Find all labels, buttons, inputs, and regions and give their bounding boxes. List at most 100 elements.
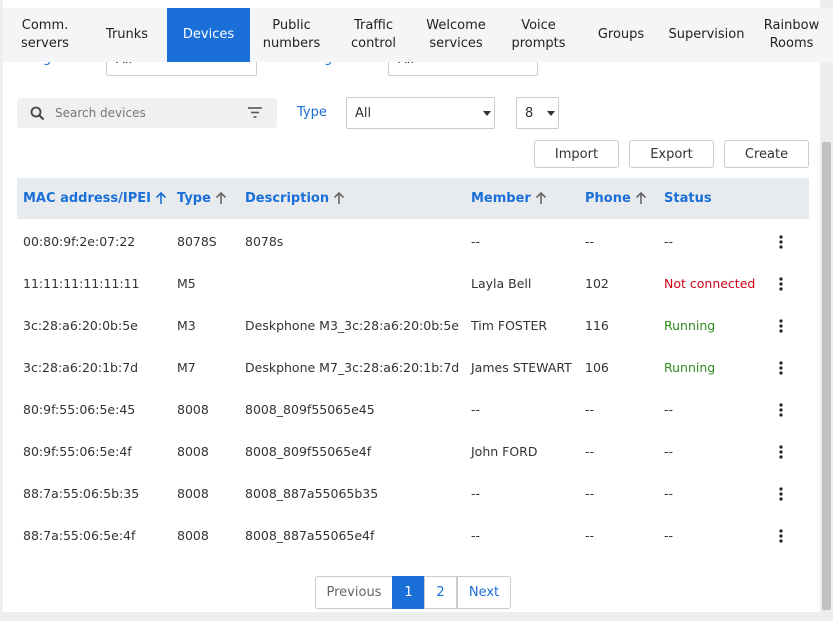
- cell: --: [664, 401, 674, 417]
- page-button[interactable]: 2: [424, 576, 457, 609]
- cell: --: [664, 233, 674, 249]
- cell: 8008: [177, 485, 209, 501]
- next-button[interactable]: Next: [457, 576, 511, 609]
- sort-icon: [635, 192, 646, 204]
- cell: --: [585, 401, 595, 417]
- button[interactable]: Create: [724, 140, 809, 168]
- previous-button[interactable]: Previous: [315, 576, 393, 609]
- row-menu[interactable]: [778, 402, 784, 417]
- cell: 8008: [177, 527, 209, 543]
- cell: James STEWART: [471, 359, 572, 375]
- cell: --: [664, 527, 674, 543]
- type-select[interactable]: All: [346, 97, 495, 129]
- caret: [483, 111, 491, 116]
- cell: Deskphone M7_3c:28:a6:20:1b:7d: [245, 359, 460, 375]
- type-label: Type: [297, 105, 327, 120]
- search-box[interactable]: Search devices: [17, 98, 277, 128]
- cell: 3c:28:a6:20:1b:7d: [23, 359, 139, 375]
- cell: 88:7a:55:06:5b:35: [23, 485, 140, 501]
- header-label: Member: [471, 191, 531, 206]
- row-menu[interactable]: [778, 528, 784, 543]
- tab[interactable]: Supervision: [668, 27, 745, 42]
- cell: Not connected: [664, 275, 756, 291]
- column-header[interactable]: Member: [471, 178, 547, 219]
- cell: Deskphone M3_3c:28:a6:20:0b:5e: [245, 317, 459, 333]
- filter-icon[interactable]: [248, 107, 262, 119]
- tab[interactable]: Rainbow Rooms: [763, 18, 820, 51]
- tab-bar: Comm. servers Trunks Devices Public numbers…: [3, 8, 833, 62]
- sort-icon: [334, 192, 345, 204]
- cell: 80:9f:55:06:5e:45: [23, 401, 136, 417]
- sort-icon: [535, 192, 546, 204]
- cell: 80:9f:55:06:5e:4f: [23, 443, 132, 459]
- cell: 8008_887a55065e4f: [245, 527, 375, 543]
- row-menu[interactable]: [778, 234, 784, 249]
- column-header[interactable]: Status: [664, 178, 712, 219]
- tab[interactable]: Welcome services: [426, 18, 486, 51]
- header-label: Phone: [585, 191, 631, 206]
- row-menu[interactable]: [778, 486, 784, 501]
- tab[interactable]: Traffic control: [350, 18, 397, 51]
- tab[interactable]: Groups: [597, 27, 645, 42]
- cell: Running: [664, 317, 716, 333]
- row-menu[interactable]: [778, 444, 784, 459]
- cell: 106: [585, 359, 609, 375]
- cell: 8008_809f55065e45: [245, 401, 375, 417]
- header-label: Status: [664, 191, 712, 206]
- row-menu[interactable]: [778, 318, 784, 333]
- tab[interactable]: Trunks: [105, 27, 149, 42]
- page-size-value: 8: [525, 105, 534, 121]
- cell: --: [585, 527, 595, 543]
- search-placeholder: Search devices: [55, 106, 146, 120]
- cell: --: [471, 401, 481, 417]
- sort-icon: [155, 192, 167, 204]
- cell: 00:80:9f:2e:07:22: [23, 233, 136, 249]
- cell: 8078S: [177, 233, 217, 249]
- button[interactable]: Import: [534, 140, 619, 168]
- cell: M3: [177, 317, 196, 333]
- cell: --: [664, 485, 674, 501]
- cell: 102: [585, 275, 609, 291]
- cell: 11:11:11:11:11:11: [23, 275, 140, 291]
- cell: 8008_809f55065e4f: [245, 443, 372, 459]
- row-menu[interactable]: [778, 360, 784, 375]
- cell: M7: [177, 359, 196, 375]
- caret: [547, 111, 555, 116]
- cell: --: [471, 233, 481, 249]
- column-header[interactable]: Type: [177, 178, 227, 219]
- column-header[interactable]: Description: [245, 178, 345, 219]
- header-label: Type: [177, 191, 211, 206]
- cell: Layla Bell: [471, 275, 532, 291]
- cell: --: [471, 485, 481, 501]
- header-label: MAC address/IPEI: [23, 191, 151, 206]
- tab[interactable]: Comm. servers: [21, 18, 69, 51]
- page-size-select[interactable]: 8: [516, 97, 559, 129]
- cell: John FORD: [471, 443, 538, 459]
- cell: 8008: [177, 443, 209, 459]
- header-label: Description: [245, 191, 330, 206]
- row-menu[interactable]: [778, 276, 784, 291]
- cell: --: [585, 443, 595, 459]
- sort-icon: [215, 192, 226, 204]
- table-header: MAC address/IPEI Type Description Member Pho…: [17, 178, 809, 219]
- tab[interactable]: Voice prompts: [511, 18, 566, 51]
- cell: Tim FOSTER: [471, 317, 548, 333]
- page-button[interactable]: 1: [392, 576, 425, 609]
- column-header[interactable]: MAC address/IPEI: [23, 178, 167, 219]
- cell: 8078s: [245, 233, 284, 249]
- cell: --: [585, 485, 595, 501]
- tab[interactable]: Public numbers: [262, 18, 321, 51]
- cell: 3c:28:a6:20:0b:5e: [23, 317, 138, 333]
- type-value: All: [355, 105, 372, 121]
- cell: --: [664, 443, 674, 459]
- cell: 8008_887a55065b35: [245, 485, 379, 501]
- cell: M5: [177, 275, 196, 291]
- scrollbar[interactable]: [822, 142, 831, 610]
- search-icon: [30, 106, 45, 121]
- cell: 8008: [177, 401, 209, 417]
- tab[interactable]: Devices: [167, 8, 250, 62]
- button[interactable]: Export: [629, 140, 714, 168]
- column-header[interactable]: Phone: [585, 178, 647, 219]
- cell: --: [585, 233, 595, 249]
